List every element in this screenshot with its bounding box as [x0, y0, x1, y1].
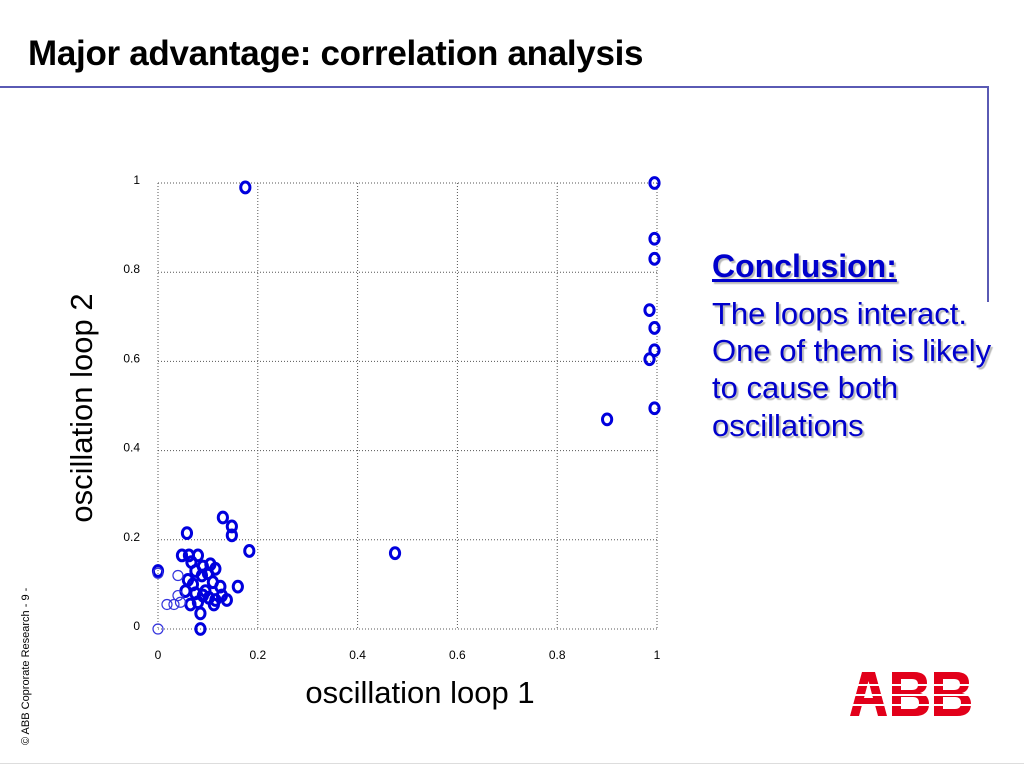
data-point [643, 303, 656, 318]
y-tick-label: 0.4 [123, 441, 140, 455]
slide-title: Major advantage: correlation analysis [28, 34, 644, 73]
data-point [174, 596, 187, 608]
y-axis-label: oscillation loop 2 [64, 293, 99, 522]
data-point [648, 176, 661, 190]
data-point [220, 593, 233, 607]
abb-logo [848, 672, 974, 716]
y-tick-label: 0.2 [123, 530, 140, 544]
data-point [643, 352, 656, 367]
data-points [151, 176, 661, 636]
data-point [194, 622, 207, 636]
bottom-rule [0, 763, 1024, 764]
data-point [195, 568, 209, 583]
data-point [648, 251, 661, 266]
title-rule-horizontal [0, 86, 989, 88]
data-point [648, 401, 661, 416]
data-point [172, 569, 184, 582]
data-point [184, 597, 197, 612]
y-tick-label: 0.8 [123, 262, 140, 276]
grid-layer [157, 182, 658, 630]
conclusion-text: The loops interact. One of them is likel… [712, 296, 992, 443]
data-point [225, 528, 238, 543]
data-point [194, 606, 207, 621]
data-point [216, 510, 229, 525]
conclusion-heading: Conclusion: [712, 248, 897, 284]
data-point [180, 526, 194, 541]
data-point [231, 579, 244, 594]
title-rule-vertical [987, 86, 989, 302]
tick-labels: 0 0.2 0.4 0.6 0.8 1 0 0.2 0.4 0.6 0.8 1 [123, 173, 660, 662]
data-point [207, 597, 220, 612]
x-tick-label: 0.8 [549, 648, 566, 662]
data-point [225, 519, 238, 534]
x-tick-label: 0.4 [349, 648, 366, 662]
data-point [648, 231, 661, 246]
footer-copyright: © ABB Coprorate Research - 9 - [20, 587, 32, 745]
data-point [152, 567, 164, 579]
data-point [243, 544, 256, 558]
data-point [175, 548, 189, 563]
y-tick-label: 1 [133, 173, 140, 187]
data-point [601, 412, 614, 427]
y-tick-label: 0.6 [123, 351, 140, 365]
x-axis-label: oscillation loop 1 [305, 675, 534, 710]
data-point [239, 180, 252, 195]
data-point [191, 548, 205, 563]
data-point [179, 584, 192, 598]
data-point [214, 579, 227, 594]
x-tick-label: 0 [155, 648, 162, 662]
data-point [161, 598, 173, 611]
x-tick-label: 0.6 [449, 648, 466, 662]
conclusion-panel: Conclusion: The loops interact. One of t… [712, 248, 1002, 444]
x-tick-label: 1 [654, 648, 661, 662]
data-point [388, 546, 402, 561]
data-point [152, 623, 164, 635]
x-tick-label: 0.2 [249, 648, 266, 662]
y-tick-label: 0 [133, 619, 140, 633]
data-point [172, 589, 184, 602]
data-point [648, 321, 661, 335]
